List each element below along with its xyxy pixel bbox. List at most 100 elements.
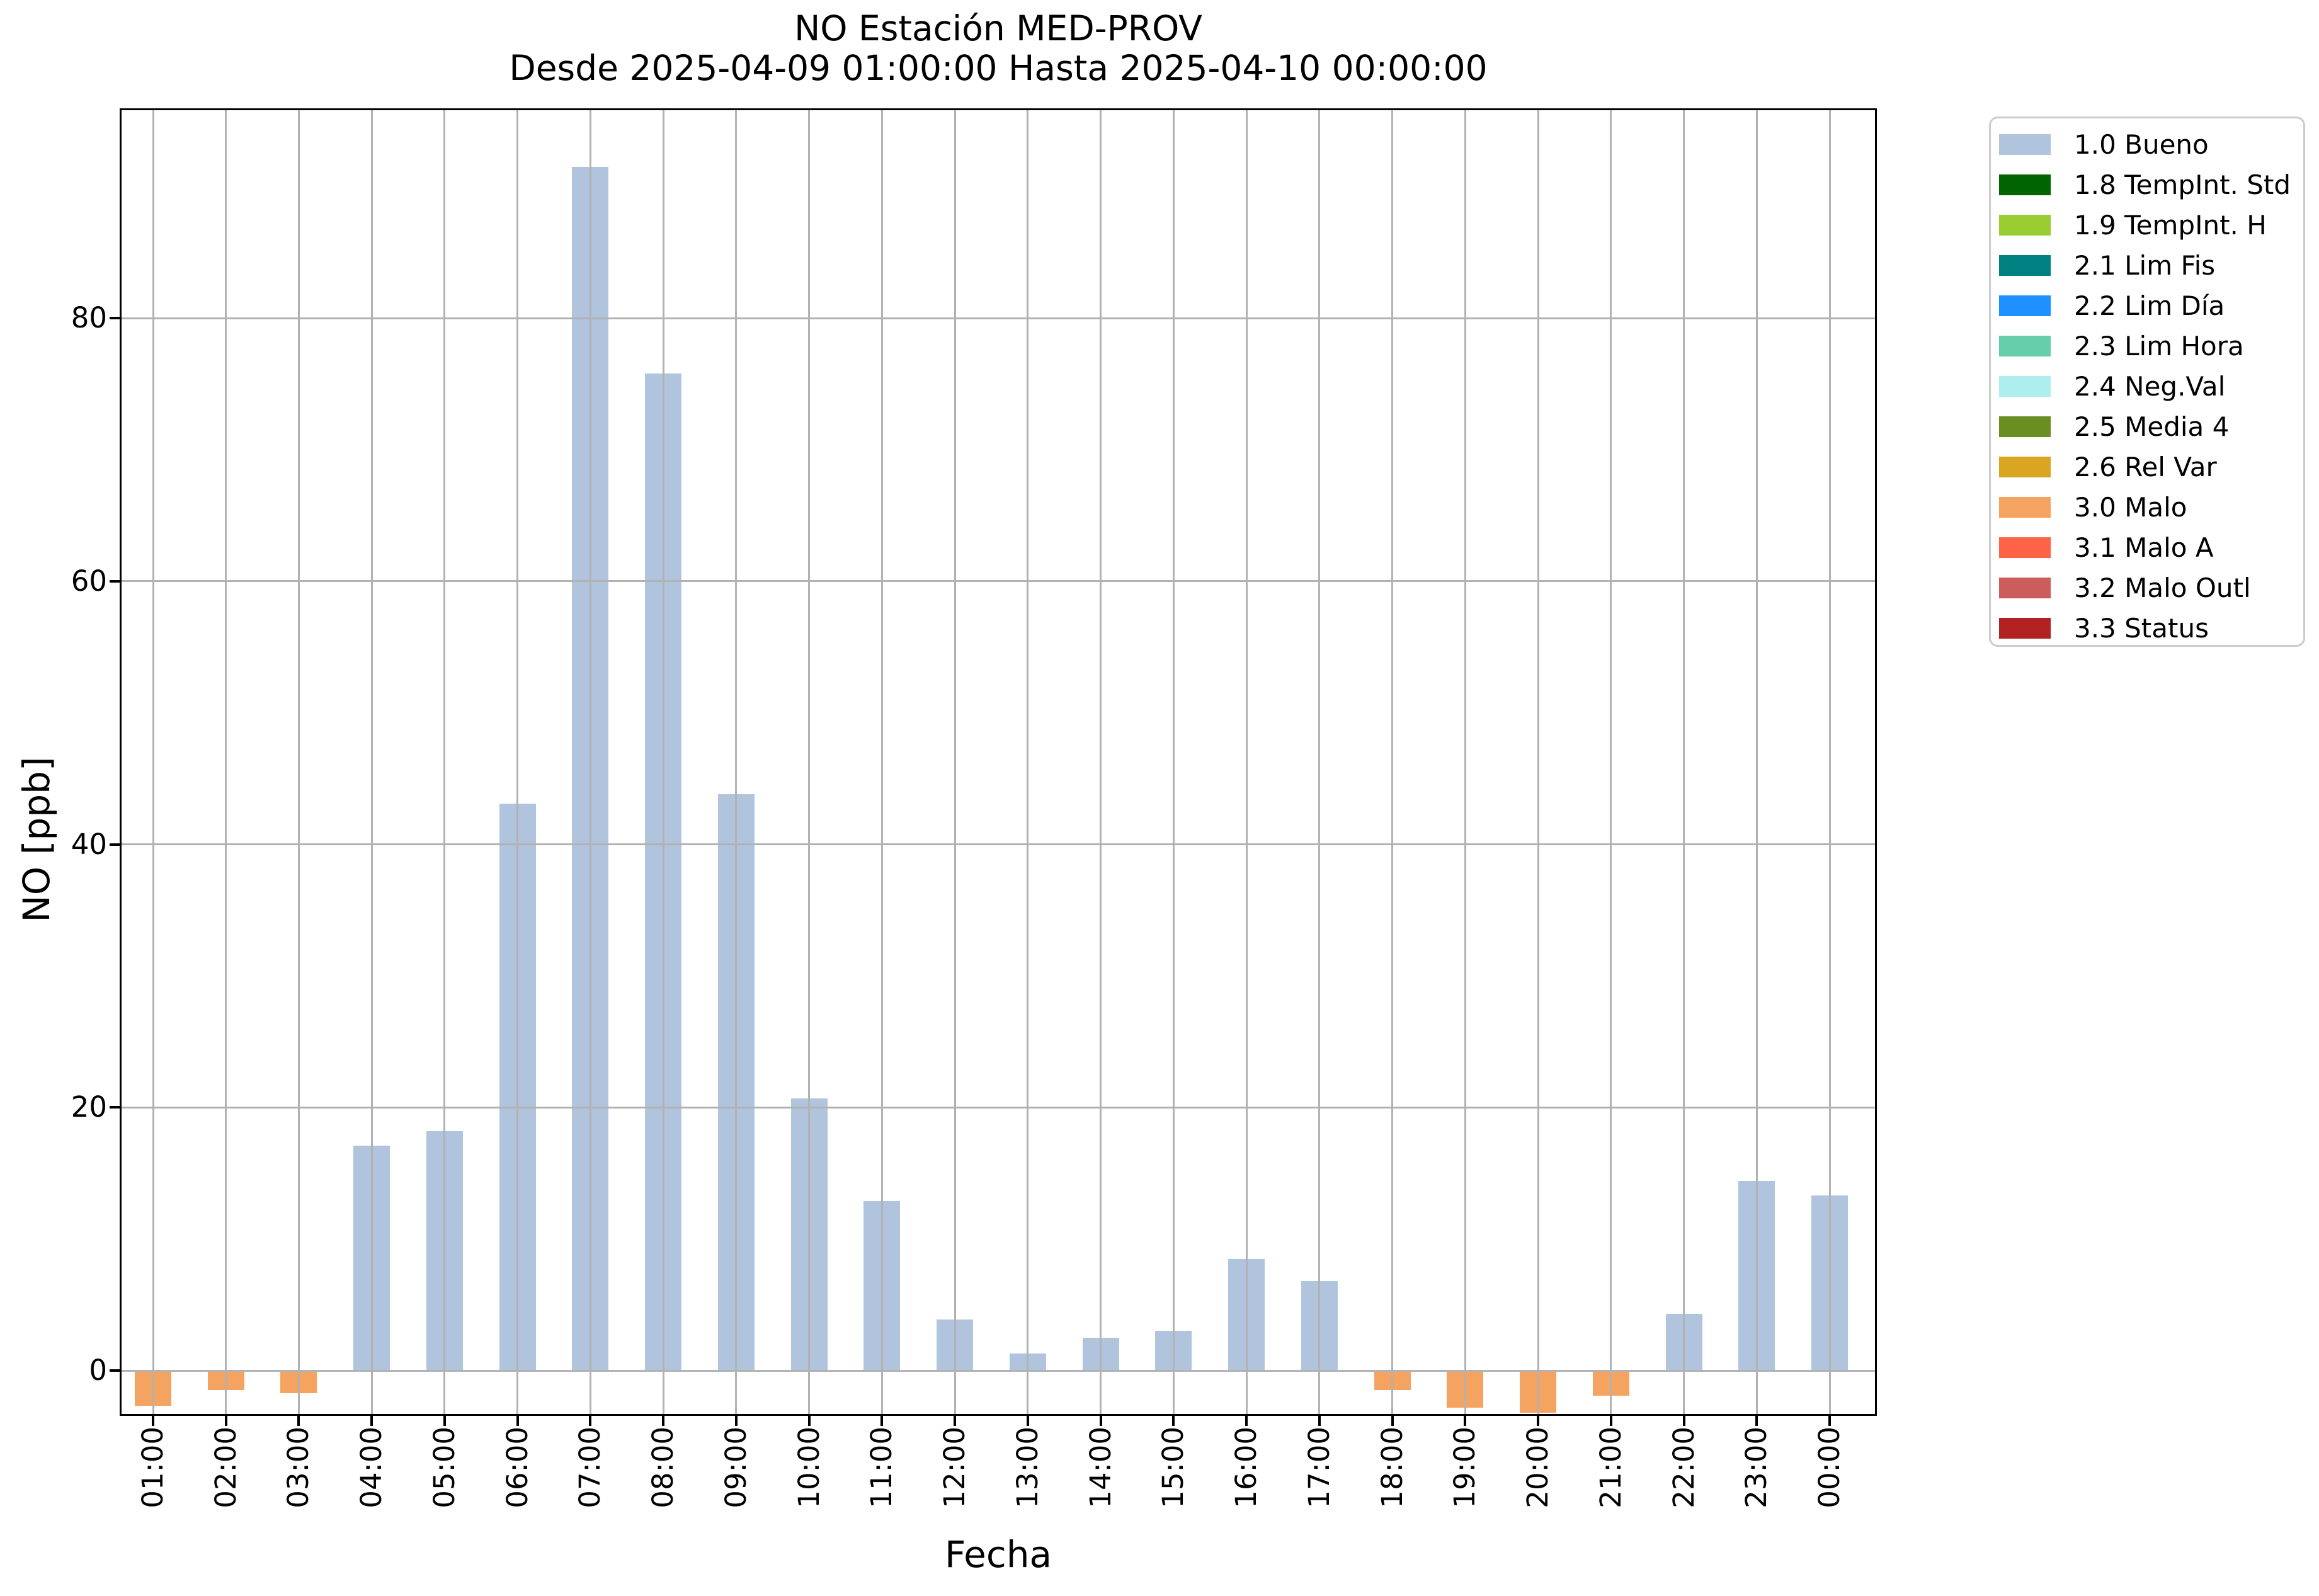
- x-tick-mark: [1318, 1416, 1321, 1426]
- gridline-horizontal: [122, 1369, 1875, 1372]
- x-tick-mark: [1026, 1416, 1029, 1426]
- legend-item: 1.9 TempInt. H: [1999, 205, 2303, 245]
- gridline-vertical: [297, 110, 300, 1414]
- legend-item: 3.1 Malo A: [1999, 527, 2303, 567]
- x-tick-mark: [1391, 1416, 1394, 1426]
- x-tick-label: 12:00: [938, 1427, 972, 1508]
- x-tick-mark: [1682, 1416, 1685, 1426]
- x-tick-mark: [807, 1416, 811, 1426]
- gridline-vertical: [152, 110, 154, 1414]
- x-tick-label: 11:00: [865, 1427, 899, 1508]
- gridline-horizontal: [122, 843, 1875, 846]
- x-tick-mark: [880, 1416, 884, 1426]
- legend-color-swatch: [1999, 134, 2051, 155]
- x-tick-mark: [734, 1416, 738, 1426]
- x-tick-mark: [1828, 1416, 1832, 1426]
- x-tick-label: 03:00: [282, 1427, 316, 1508]
- gridline-vertical: [370, 110, 373, 1414]
- x-tick-label: 08:00: [646, 1427, 680, 1508]
- gridline-vertical: [443, 110, 446, 1414]
- x-tick-mark: [443, 1416, 446, 1426]
- legend-item-label: 2.1 Lim Fis: [2074, 249, 2216, 281]
- x-tick-mark: [1172, 1416, 1175, 1426]
- legend-color-swatch: [1999, 375, 2051, 397]
- x-tick-label: 20:00: [1521, 1427, 1555, 1508]
- x-tick-mark: [297, 1416, 300, 1426]
- legend-item: 2.4 Neg.Val: [1999, 366, 2303, 406]
- gridline-vertical: [1755, 110, 1758, 1414]
- legend-color-swatch: [1999, 295, 2051, 316]
- legend-color-swatch: [1999, 496, 2051, 518]
- legend-item: 3.3 Status: [1999, 608, 2303, 648]
- legend-color-swatch: [1999, 456, 2051, 477]
- x-tick-mark: [224, 1416, 227, 1426]
- x-tick-mark: [589, 1416, 592, 1426]
- gridline-horizontal: [122, 580, 1875, 583]
- gridline-vertical: [1537, 110, 1539, 1414]
- gridline-vertical: [662, 110, 664, 1414]
- x-tick-mark: [954, 1416, 957, 1426]
- gridline-vertical: [1318, 110, 1321, 1414]
- gridline-vertical: [1828, 110, 1831, 1414]
- legend-item-label: 2.2 Lim Día: [2074, 290, 2225, 321]
- legend-color-swatch: [1999, 416, 2051, 437]
- x-tick-label: 22:00: [1667, 1427, 1701, 1508]
- legend-color-swatch: [1999, 617, 2051, 639]
- gridline-vertical: [589, 110, 591, 1414]
- legend-item-label: 3.2 Malo Outl: [2074, 572, 2251, 603]
- y-tick-label: 60: [71, 564, 107, 598]
- y-tick-label: 40: [71, 827, 107, 861]
- legend-item-label: 1.0 Bueno: [2074, 128, 2209, 160]
- legend-item-label: 2.3 Lim Hora: [2074, 330, 2244, 362]
- legend-item: 1.8 TempInt. Std: [1999, 164, 2303, 205]
- gridline-vertical: [735, 110, 738, 1414]
- gridline-vertical: [954, 110, 956, 1414]
- x-tick-label: 05:00: [427, 1427, 461, 1508]
- gridline-horizontal: [122, 317, 1875, 319]
- x-tick-mark: [1755, 1416, 1758, 1426]
- gridline-vertical: [1245, 110, 1248, 1414]
- x-tick-mark: [370, 1416, 373, 1426]
- y-tick-label: 0: [89, 1354, 107, 1388]
- gridline-vertical: [1027, 110, 1029, 1414]
- legend-color-swatch: [1999, 335, 2051, 356]
- legend-item: 1.0 Bueno: [1999, 124, 2303, 164]
- legend-color-swatch: [1999, 537, 2051, 558]
- x-tick-label: 16:00: [1229, 1427, 1263, 1508]
- x-tick-label: 00:00: [1813, 1427, 1847, 1508]
- x-tick-mark: [516, 1416, 519, 1426]
- x-axis-label: Fecha: [944, 1533, 1052, 1576]
- x-tick-mark: [1099, 1416, 1102, 1426]
- x-tick-label: 14:00: [1083, 1427, 1117, 1508]
- legend-item-label: 3.0 Malo: [2074, 491, 2187, 523]
- y-tick-mark: [110, 1106, 120, 1109]
- y-tick-label: 20: [71, 1090, 107, 1124]
- gridline-vertical: [1100, 110, 1102, 1414]
- legend-item: 3.0 Malo: [1999, 487, 2303, 527]
- y-tick-mark: [110, 843, 120, 846]
- legend-item: 2.5 Media 4: [1999, 406, 2303, 447]
- x-tick-label: 06:00: [500, 1427, 534, 1508]
- x-tick-mark: [1464, 1416, 1467, 1426]
- x-tick-label: 23:00: [1740, 1427, 1774, 1508]
- gridline-vertical: [1172, 110, 1175, 1414]
- legend-item-label: 1.9 TempInt. H: [2074, 209, 2267, 241]
- y-tick-mark: [110, 1369, 120, 1372]
- legend-color-swatch: [1999, 577, 2051, 598]
- gridline-vertical: [808, 110, 811, 1414]
- x-tick-mark: [1245, 1416, 1248, 1426]
- legend-item: 2.6 Rel Var: [1999, 447, 2303, 487]
- legend-item-label: 3.1 Malo A: [2074, 532, 2214, 563]
- x-tick-label: 21:00: [1593, 1427, 1627, 1508]
- legend-item: 3.2 Malo Outl: [1999, 567, 2303, 608]
- x-tick-label: 10:00: [792, 1427, 826, 1508]
- x-tick-label: 13:00: [1010, 1427, 1044, 1508]
- x-tick-label: 01:00: [136, 1427, 169, 1508]
- legend-item-label: 3.3 Status: [2074, 612, 2209, 644]
- y-tick-mark: [110, 317, 120, 320]
- chart-title-line2: Desde 2025-04-09 01:00:00 Hasta 2025-04-…: [509, 48, 1488, 88]
- gridline-vertical: [1610, 110, 1612, 1414]
- gridline-vertical: [1464, 110, 1466, 1414]
- x-tick-mark: [1537, 1416, 1540, 1426]
- chart-title-line1: NO Estación MED-PROV: [794, 8, 1202, 48]
